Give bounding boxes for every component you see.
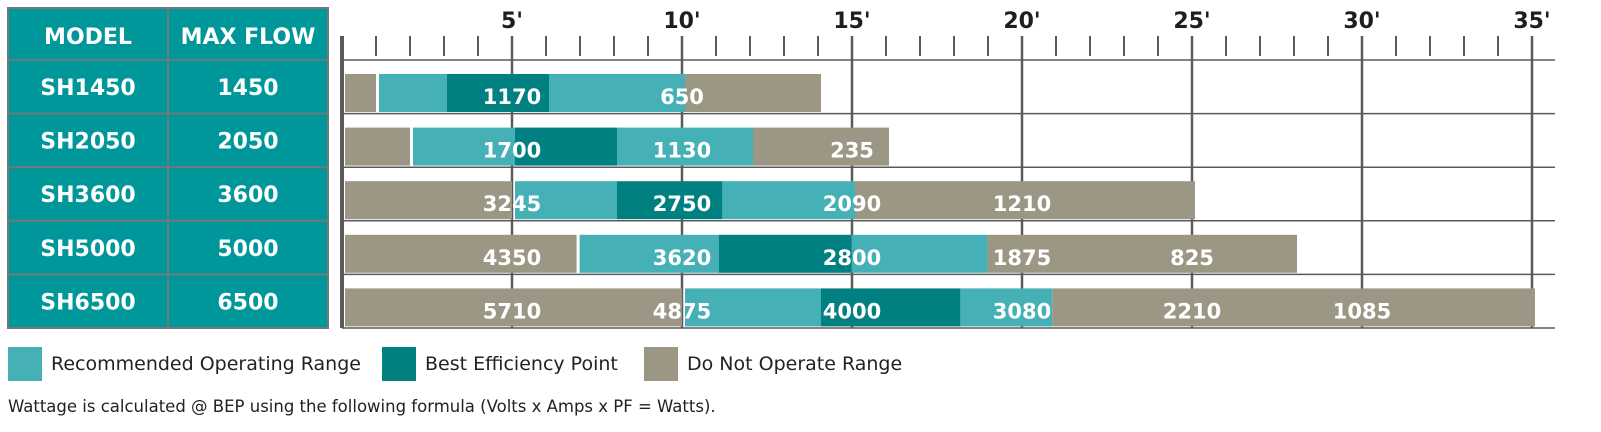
bar-segment-bep [719, 234, 852, 273]
max-flow-cell [167, 166, 329, 222]
wattage-label: 3620 [653, 246, 711, 270]
bar-segment-bep [447, 74, 549, 112]
max-flow-cell [167, 273, 329, 329]
model-table: MODEL MAX FLOW SH1450 1450 SH2050 2050 SH3600 3… [7, 7, 329, 329]
x-tick-label: 10' [663, 9, 700, 34]
legend-item-do-not-operate: Do Not Operate Range [644, 347, 902, 381]
model-name: SH2050 [40, 130, 136, 155]
bar-segment-dno [345, 181, 512, 220]
legend-label-bep: Best Efficiency Point [425, 353, 618, 375]
x-tick-label: 25' [1173, 9, 1210, 34]
chart-bars [345, 74, 1535, 327]
footnote: Wattage is calculated @ BEP using the fo… [8, 397, 716, 416]
bar-segment-dno [987, 234, 1297, 273]
legend-swatch-recommended [8, 347, 42, 381]
bar-segment-rec [617, 127, 753, 166]
model-name: SH3600 [40, 183, 136, 208]
bar-segment-bep [821, 288, 961, 327]
bar-segment-rec [960, 288, 1053, 327]
legend-swatch-bep [382, 347, 416, 381]
wattage-label: 235 [830, 139, 874, 163]
legend-item-bep: Best Efficiency Point [382, 347, 618, 381]
x-tick-label: 20' [1003, 9, 1040, 34]
bar-segment-dno [345, 234, 577, 273]
wattage-label: 4350 [483, 246, 541, 270]
max-flow-cell [167, 59, 329, 115]
header-cell-model [7, 7, 169, 61]
chart-labels: 1170 650 1700 1130 235 3245 2750 2090 1210 4350 36… [483, 85, 1391, 323]
wattage-label: 1130 [653, 139, 711, 163]
wattage-label: 5710 [483, 299, 541, 323]
wattage-label: 2210 [1163, 299, 1221, 323]
wattage-label: 1700 [483, 139, 541, 163]
x-tick-label: 35' [1513, 9, 1550, 34]
header-cell-max-flow [167, 7, 329, 61]
wattage-label: 3245 [483, 192, 541, 216]
bar-segment-bep [617, 181, 723, 220]
bar-segment-dno [1052, 288, 1535, 327]
bar-segment-dno [345, 288, 682, 327]
max-flow-value: 2050 [217, 130, 278, 155]
bar-segment-rec [851, 234, 988, 273]
chart-grid: 5' 10' 15' 20' 25' 30' 35' [340, 9, 1555, 329]
legend-label-do-not-operate: Do Not Operate Range [687, 353, 903, 375]
bar-segment-rec [413, 127, 515, 166]
wattage-label: 1085 [1333, 299, 1391, 323]
x-tick-label: 5' [501, 9, 523, 34]
bar-segment-rec [579, 234, 719, 273]
wattage-label: 1170 [483, 85, 541, 109]
pump-performance-chart: MODEL MAX FLOW SH1450 1450 SH2050 2050 SH3600 3… [7, 7, 1555, 329]
model-name: SH5000 [40, 237, 136, 262]
max-flow-value: 3600 [217, 183, 278, 208]
wattage-label: 1875 [993, 246, 1051, 270]
bar-segment-rec [722, 181, 855, 220]
wattage-label: 825 [1170, 246, 1214, 270]
bar-segment-rec [685, 288, 821, 327]
bar-segment-bep [515, 127, 617, 166]
bar-segment-dno [855, 181, 1195, 220]
max-flow-cell [167, 219, 329, 276]
bar-segment-rec [515, 181, 617, 220]
wattage-label: 4000 [823, 299, 881, 323]
x-tick-label: 30' [1343, 9, 1380, 34]
legend-item-recommended: Recommended Operating Range [8, 347, 361, 381]
wattage-label: 2090 [823, 192, 881, 216]
header-model: MODEL [44, 25, 132, 50]
x-tick-label: 15' [833, 9, 870, 34]
wattage-label: 2800 [823, 246, 881, 270]
bar-segment-rec [549, 74, 685, 112]
wattage-label: 650 [660, 85, 704, 109]
wattage-label: 1210 [993, 192, 1051, 216]
bar-segment-dno [345, 74, 376, 112]
model-name: SH6500 [40, 290, 136, 315]
bar-segment-dno [685, 74, 821, 112]
model-name: SH1450 [40, 76, 136, 101]
legend-swatch-do-not-operate [644, 347, 678, 381]
max-flow-cell [167, 112, 329, 169]
wattage-label: 3080 [993, 299, 1051, 323]
bar-segment-dno [345, 127, 410, 166]
legend-label-recommended: Recommended Operating Range [51, 353, 361, 375]
bar-segment-rec [379, 74, 447, 112]
max-flow-value: 6500 [217, 290, 278, 315]
max-flow-value: 1450 [217, 76, 278, 101]
bar-segment-dno [753, 127, 889, 166]
header-max-flow: MAX FLOW [181, 25, 316, 50]
wattage-label: 2750 [653, 192, 711, 216]
wattage-label: 4875 [653, 299, 711, 323]
max-flow-value: 5000 [217, 237, 278, 262]
